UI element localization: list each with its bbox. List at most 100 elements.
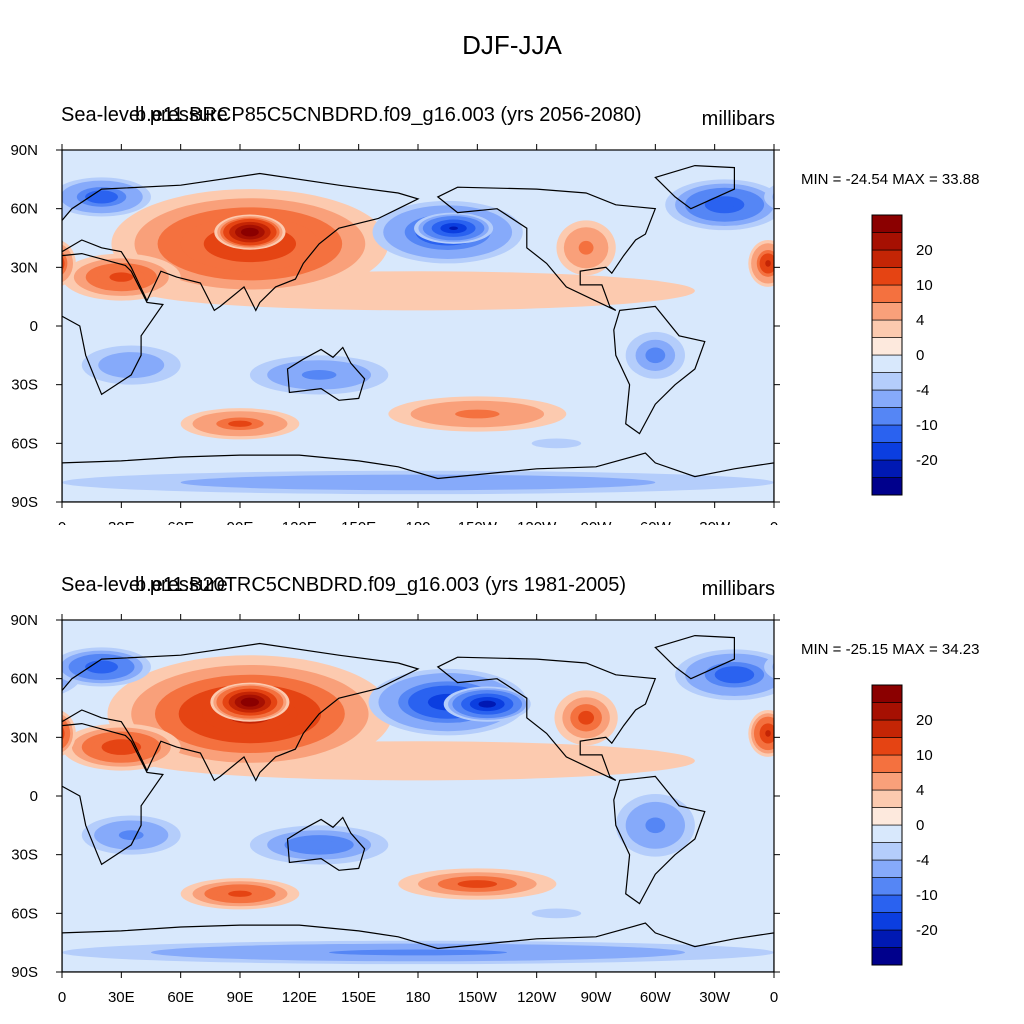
contour-band <box>952 947 1024 959</box>
x-tick-label: 90W <box>581 989 613 1006</box>
y-tick-label: 60N <box>10 671 38 688</box>
contour-band <box>109 272 134 282</box>
colorbar-swatch <box>871 337 903 356</box>
colorbar-label: 0 <box>916 817 924 834</box>
colorbar-swatch <box>871 424 903 443</box>
pressure-feature-arctic-neg <box>62 620 774 642</box>
contour-band <box>805 194 821 201</box>
contour-band <box>62 256 65 271</box>
contour-band <box>645 347 666 364</box>
contour-band <box>798 263 869 291</box>
pressure-feature-tibet-peak <box>214 214 286 250</box>
pressure-feature-s-indian-high <box>180 408 300 440</box>
contour-band <box>810 268 857 287</box>
land-south-america <box>613 775 706 905</box>
contour-band <box>714 200 735 209</box>
y-tick-label: 30S <box>11 847 38 864</box>
pressure-feature-aleutian-core <box>443 686 531 722</box>
x-tick-label: 90W <box>581 519 613 525</box>
coastlines <box>62 164 774 502</box>
contour-band <box>246 230 253 234</box>
contour-band <box>823 743 843 751</box>
land-australia <box>286 346 366 401</box>
top-variable-label: Sea-level pressure <box>61 104 228 126</box>
land-australia <box>286 816 366 871</box>
top-case-label: b.e11.BRCP85C5CNBDRD.f09_g16.003 (yrs 20… <box>135 104 642 126</box>
colorbar-swatch <box>871 249 903 268</box>
y-tick-label: 90N <box>10 142 38 159</box>
pressure-feature-s-africa-low <box>81 815 181 855</box>
bottom-units-label: millibars <box>701 578 775 600</box>
y-tick-label: 30N <box>10 729 38 746</box>
contour-band <box>378 150 774 172</box>
contour-band <box>118 830 144 840</box>
colorbar-label: -20 <box>916 922 938 939</box>
x-tick-label: 180 <box>405 519 430 525</box>
x-tick-label: 150W <box>458 989 498 1006</box>
pressure-feature-n-atlantic-low <box>62 177 830 217</box>
colorbar-swatch <box>871 459 903 478</box>
contour-band <box>786 258 881 296</box>
colorbar-swatch <box>871 214 903 233</box>
pressure-feature-s-america-low <box>615 324 695 387</box>
colorbar-swatch <box>871 684 903 703</box>
x-tick-label: 30W <box>699 519 731 525</box>
colorbar-swatch <box>871 267 903 286</box>
contour-band <box>301 840 337 850</box>
contour-band <box>797 190 830 203</box>
bottom-variable-label: Sea-level pressure <box>61 574 228 596</box>
contour-band <box>62 726 65 741</box>
x-tick-label: 0 <box>58 519 66 525</box>
y-tick-label: 30N <box>10 259 38 276</box>
contour-band <box>0 941 62 964</box>
land-south-america <box>613 305 706 435</box>
contour-band <box>62 150 458 172</box>
contour-band <box>449 226 458 230</box>
contour-band <box>457 880 498 888</box>
colorbar-label: 4 <box>916 782 924 799</box>
contour-band <box>482 702 492 706</box>
colorbar-swatch <box>871 319 903 338</box>
colorbar-swatch <box>871 754 903 773</box>
x-tick-label: 0 <box>58 989 66 1006</box>
colorbar-swatch <box>871 372 903 391</box>
colorbar-swatch <box>871 477 903 496</box>
contour-band <box>531 908 582 919</box>
colorbar-swatch <box>871 354 903 373</box>
y-tick-label: 60N <box>10 201 38 218</box>
x-tick-label: 60E <box>167 519 194 525</box>
land-greenland <box>654 634 736 680</box>
contour-band <box>765 730 771 737</box>
x-tick-label: 90E <box>227 989 254 1006</box>
contour-band <box>578 240 594 255</box>
x-tick-label: 120W <box>517 989 557 1006</box>
colorbar: 20 10 4 0 -4 -10 -20 <box>871 214 938 496</box>
y-tick-label: 30S <box>11 377 38 394</box>
contour-band <box>531 438 582 449</box>
x-tick-label: 150W <box>458 519 498 525</box>
top-map-chart: 0 30E 60E 90E 120E 150E 180 150W 120W 90W 60W 30W 0 9… <box>10 142 1024 525</box>
y-tick-label: 90N <box>10 612 38 629</box>
contour-band <box>821 272 845 281</box>
pressure-feature-aleutian-core <box>414 212 494 244</box>
x-tick-label: 90E <box>227 519 254 525</box>
colorbar-swatch <box>871 877 903 896</box>
x-tick-label: 180 <box>405 989 430 1006</box>
contour-band <box>111 743 132 752</box>
colorbar-swatch <box>871 947 903 966</box>
contour-band <box>1011 479 1024 487</box>
pressure-feature-azores-high <box>62 709 774 757</box>
land-north-america <box>436 186 657 311</box>
bottom-case-label: b.e11.B20TRC5CNBDRD.f09_g16.003 (yrs 198… <box>135 574 627 596</box>
contour-band <box>228 420 252 427</box>
x-tick-label: 60W <box>640 989 672 1006</box>
land-antarctica <box>62 452 774 502</box>
y-tick-label: 60S <box>11 435 38 452</box>
pressure-feature-australia-low <box>249 355 389 395</box>
contour-band <box>301 370 337 380</box>
pressure-feature-namerica-high <box>556 220 616 276</box>
slp-field <box>0 620 1024 972</box>
land-africa <box>62 722 164 866</box>
x-tick-label: 30E <box>108 519 135 525</box>
colorbar-label: -10 <box>916 417 938 434</box>
